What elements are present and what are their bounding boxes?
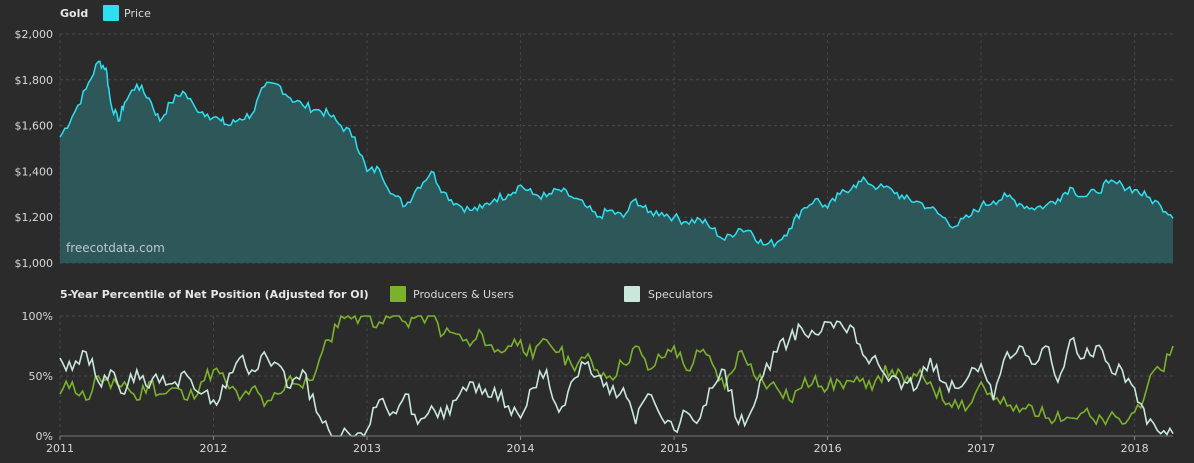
x-tick-2018: 2018 xyxy=(1121,442,1149,455)
x-tick-2013: 2013 xyxy=(353,442,381,455)
price-y-tick-labels: $1,000 $1,200 $1,400 $1,600 $1,800 $2,000 xyxy=(15,28,54,270)
x-axis-tick-labels: 2011 2012 2013 2014 2015 2016 2017 2018 xyxy=(46,435,1173,455)
percentile-panel: 0%50%100% 2011 2012 2013 2014 2015 2016 2017 20… xyxy=(22,286,1174,455)
price-y-tick-3: $1,600 xyxy=(15,120,54,133)
speculators-line xyxy=(59,320,1174,438)
legend-swatch-producers[interactable] xyxy=(390,286,406,302)
percentile-y-tick-1: 50% xyxy=(29,370,53,383)
legend-label-price[interactable]: Price xyxy=(124,7,151,20)
price-y-tick-5: $2,000 xyxy=(15,28,54,41)
x-tick-2015: 2015 xyxy=(660,442,688,455)
percentile-lines xyxy=(59,314,1174,438)
price-line xyxy=(59,60,1174,249)
watermark: freecotdata.com xyxy=(66,241,165,255)
price-chart-title: Gold xyxy=(60,7,88,20)
price-y-tick-2: $1,400 xyxy=(15,165,54,178)
legend-label-speculators[interactable]: Speculators xyxy=(648,288,713,301)
percentile-chart-title: 5-Year Percentile of Net Position (Adjus… xyxy=(60,288,369,301)
percentile-y-tick-0: 0% xyxy=(36,430,53,443)
price-y-tick-1: $1,200 xyxy=(15,211,54,224)
price-y-tick-0: $1,000 xyxy=(15,257,54,270)
x-tick-2017: 2017 xyxy=(967,442,995,455)
percentile-y-tick-labels: 0% 50% 100% xyxy=(22,310,53,443)
percentile-grid xyxy=(59,315,1173,437)
price-y-tick-4: $1,800 xyxy=(15,74,54,87)
price-area xyxy=(60,61,1173,264)
legend-label-producers[interactable]: Producers & Users xyxy=(413,288,514,301)
producers-users-line xyxy=(59,314,1174,427)
legend-swatch-speculators[interactable] xyxy=(624,286,640,302)
legend-swatch-price[interactable] xyxy=(103,5,119,21)
x-tick-2012: 2012 xyxy=(200,442,228,455)
x-tick-2016: 2016 xyxy=(814,442,842,455)
x-tick-2014: 2014 xyxy=(507,442,535,455)
percentile-y-tick-2: 100% xyxy=(22,310,53,323)
price-panel: $1,000 $1,200 $1,400 $1,600 $1,800 $2,000 Gol… xyxy=(15,5,1174,270)
x-tick-2011: 2011 xyxy=(46,442,74,455)
